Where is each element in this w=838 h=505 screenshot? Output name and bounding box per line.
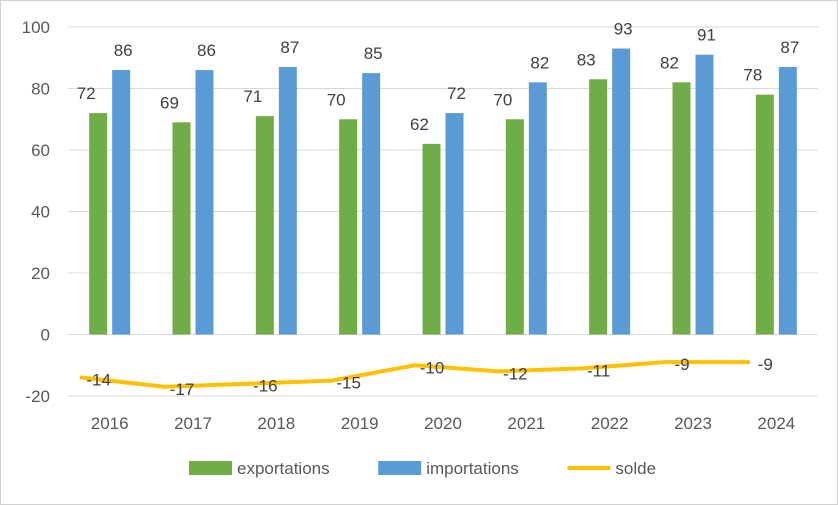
bar-exportations bbox=[755, 94, 774, 335]
data-label-importations: 82 bbox=[530, 53, 549, 72]
bar-importations bbox=[778, 66, 797, 335]
data-label-solde: -15 bbox=[336, 374, 361, 393]
bar-exportations bbox=[172, 122, 191, 335]
x-tick-label: 2017 bbox=[174, 414, 212, 433]
legend-marker-exportations bbox=[189, 461, 232, 475]
data-label-exportations: 62 bbox=[410, 115, 429, 134]
legend-label-importations: importations bbox=[426, 459, 519, 478]
data-label-exportations: 72 bbox=[77, 84, 96, 103]
y-tick-label: 40 bbox=[31, 203, 50, 222]
data-label-exportations: 70 bbox=[327, 90, 346, 109]
y-tick-label: 100 bbox=[22, 18, 50, 37]
bar-exportations bbox=[339, 119, 358, 335]
x-tick-label: 2018 bbox=[257, 414, 295, 433]
data-label-exportations: 70 bbox=[493, 90, 512, 109]
gridlines bbox=[68, 26, 818, 397]
data-label-solde: -11 bbox=[587, 361, 610, 380]
legend: exportations importations solde bbox=[189, 459, 656, 478]
x-tick-label: 2019 bbox=[341, 414, 379, 433]
x-tick-label: 2022 bbox=[591, 414, 629, 433]
data-label-importations: 87 bbox=[280, 38, 299, 57]
y-tick-label: 60 bbox=[31, 141, 50, 160]
data-label-importations: 86 bbox=[197, 41, 216, 60]
bar-exportations bbox=[422, 143, 441, 335]
bar-importations bbox=[112, 70, 131, 335]
data-label-importations: 93 bbox=[614, 20, 633, 39]
data-label-solde: -12 bbox=[503, 364, 528, 383]
data-label-exportations: 78 bbox=[743, 66, 762, 85]
bar-importations bbox=[362, 73, 381, 335]
bar-exportations bbox=[255, 116, 274, 335]
bar-exportations bbox=[589, 79, 608, 335]
data-label-solde: -9 bbox=[674, 355, 689, 374]
legend-label-solde: solde bbox=[615, 459, 656, 478]
data-label-exportations: 82 bbox=[660, 53, 679, 72]
bar-exportations bbox=[672, 82, 691, 335]
data-label-exportations: 83 bbox=[577, 50, 596, 69]
bar-exportations bbox=[505, 119, 524, 335]
solde-line bbox=[79, 360, 751, 389]
x-tick-label: 2024 bbox=[757, 414, 795, 433]
data-label-solde: -16 bbox=[253, 377, 278, 396]
x-tick-label: 2016 bbox=[91, 414, 129, 433]
y-tick-label: 20 bbox=[31, 264, 50, 283]
bar-exportations bbox=[89, 113, 108, 335]
data-label-importations: 85 bbox=[364, 44, 383, 63]
data-label-importations: 87 bbox=[780, 38, 799, 57]
bar-importations bbox=[612, 48, 631, 335]
data-label-exportations: 69 bbox=[160, 93, 179, 112]
x-axis: 2016 2017 2018 2019 2020 2021 2022 2023 2024 bbox=[91, 414, 795, 433]
y-tick-label: -20 bbox=[25, 387, 50, 406]
bar-importations bbox=[278, 66, 297, 335]
data-label-solde: -14 bbox=[86, 371, 111, 390]
bar-importations bbox=[445, 113, 464, 335]
data-label-solde: -17 bbox=[170, 380, 195, 399]
bar-importations bbox=[195, 70, 214, 335]
data-label-importations: 91 bbox=[697, 26, 716, 45]
bars bbox=[89, 48, 797, 335]
data-label-importations: 86 bbox=[114, 41, 133, 60]
x-tick-label: 2021 bbox=[507, 414, 545, 433]
bar-importations bbox=[528, 82, 547, 335]
y-axis: -20 0 20 40 60 80 100 bbox=[22, 18, 50, 406]
legend-marker-importations bbox=[378, 461, 422, 475]
data-label-importations: 72 bbox=[447, 84, 466, 103]
data-label-solde: -9 bbox=[758, 355, 773, 374]
y-tick-label: 80 bbox=[31, 80, 50, 99]
data-label-exportations: 71 bbox=[243, 87, 262, 106]
legend-label-exportations: exportations bbox=[237, 459, 330, 478]
bar-importations bbox=[695, 54, 714, 335]
data-label-solde: -10 bbox=[420, 358, 445, 377]
x-tick-label: 2023 bbox=[674, 414, 712, 433]
x-tick-label: 2020 bbox=[424, 414, 462, 433]
data-labels: 72 86 69 86 71 87 70 85 62 72 70 82 83 93 82 91 78 87 -14 -… bbox=[77, 20, 800, 399]
y-tick-label: 0 bbox=[41, 326, 50, 345]
